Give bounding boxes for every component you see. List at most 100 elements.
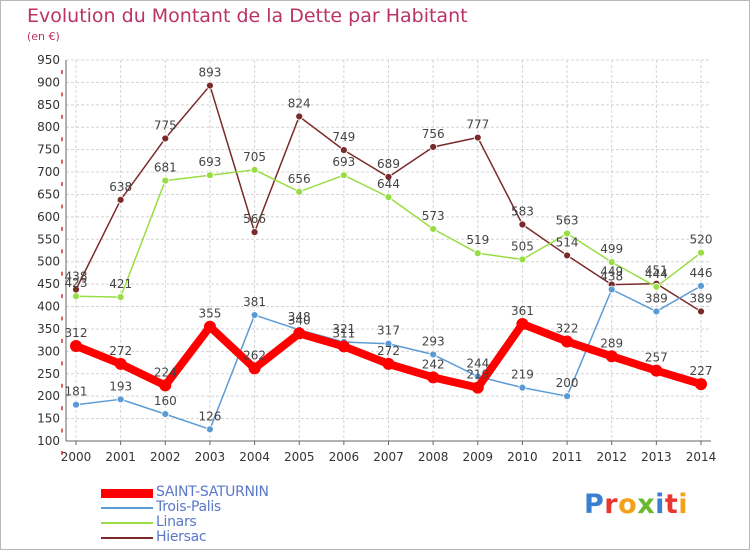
data-label: 262: [243, 348, 266, 362]
data-point: [563, 392, 571, 401]
logo-letter: r: [604, 489, 619, 520]
data-label: 693: [332, 155, 355, 169]
data-label: 242: [422, 357, 445, 371]
data-point: [206, 171, 214, 180]
data-label: 312: [65, 326, 88, 340]
chart-title: Evolution du Montant de la Dette par Hab…: [27, 5, 468, 27]
y-tick-label: 850: [37, 98, 60, 112]
data-label: 563: [556, 213, 579, 227]
x-tick-label: 2000: [61, 450, 92, 464]
y-tick-label: 350: [37, 322, 60, 336]
data-label: 311: [332, 326, 355, 340]
data-label: 293: [422, 334, 445, 348]
data-label: 438: [65, 269, 88, 283]
logo-letter: P: [584, 489, 605, 520]
data-label: 705: [243, 150, 266, 164]
x-tick-label: 2014: [686, 450, 717, 464]
data-label: 444: [645, 267, 668, 281]
x-tick-label: 2004: [239, 450, 270, 464]
data-point: [607, 258, 616, 267]
chart-unit: (en €): [27, 30, 60, 43]
data-point: [250, 311, 259, 319]
x-tick-label: 2005: [284, 450, 315, 464]
logo-letter: t: [664, 489, 679, 520]
data-point: [516, 318, 529, 331]
data-label: 423: [65, 276, 88, 290]
y-tick-label: 750: [37, 143, 60, 157]
y-tick-label: 800: [37, 120, 60, 134]
data-point: [116, 293, 125, 302]
data-label: 126: [198, 409, 221, 423]
data-point: [161, 134, 170, 143]
data-label: 317: [377, 324, 400, 338]
data-point: [697, 282, 705, 290]
x-tick-label: 2012: [596, 450, 627, 464]
data-point: [563, 251, 571, 260]
data-point: [561, 335, 574, 348]
data-point: [248, 362, 261, 375]
x-tick-label: 2009: [463, 450, 494, 464]
data-label: 893: [198, 66, 221, 80]
data-point: [652, 282, 661, 291]
data-label: 200: [556, 376, 579, 390]
data-point: [384, 339, 393, 348]
data-label: 257: [645, 351, 668, 365]
data-point: [384, 193, 393, 202]
data-point: [429, 143, 438, 151]
data-point: [339, 146, 348, 154]
data-point: [339, 171, 348, 180]
y-tick-label: 150: [37, 412, 60, 426]
data-label: 777: [466, 118, 489, 132]
data-point: [70, 339, 82, 352]
logo-letter: x: [637, 489, 656, 520]
data-label: 749: [332, 130, 355, 144]
data-label: 693: [198, 155, 221, 169]
data-label: 499: [600, 242, 623, 256]
data-label: 583: [511, 205, 534, 219]
data-label: 824: [288, 96, 311, 110]
data-label: 389: [690, 291, 713, 305]
data-label: 355: [198, 307, 221, 321]
data-label: 421: [109, 277, 132, 291]
data-point: [250, 165, 259, 174]
legend-label: Linars: [156, 514, 197, 530]
y-tick-label: 400: [37, 300, 60, 314]
data-point: [429, 350, 438, 359]
data-label: 566: [243, 212, 266, 226]
data-label: 340: [288, 313, 311, 327]
data-point: [652, 307, 661, 316]
data-label: 449: [600, 265, 623, 279]
data-label: 181: [65, 385, 88, 399]
legend-swatch: [101, 507, 153, 509]
data-label: 451: [645, 264, 668, 278]
data-point: [206, 81, 214, 90]
legend-swatch: [101, 537, 153, 539]
data-point: [518, 383, 527, 392]
data-label: 244: [466, 356, 489, 370]
legend-label: SAINT-SATURNIN: [156, 484, 269, 500]
x-tick-label: 2011: [552, 450, 583, 464]
data-label: 322: [556, 321, 579, 335]
data-point: [116, 195, 125, 204]
data-label: 519: [466, 233, 489, 247]
legend-label: Trois-Palis: [156, 499, 221, 515]
y-tick-label: 300: [37, 344, 60, 358]
data-point: [697, 307, 705, 316]
x-tick-label: 2001: [105, 450, 136, 464]
data-label: 656: [288, 172, 311, 186]
data-point: [159, 379, 172, 392]
data-point: [384, 173, 393, 181]
legend-swatch: [101, 488, 153, 498]
data-label: 381: [243, 295, 266, 309]
data-label: 644: [377, 177, 400, 191]
data-point: [114, 357, 127, 370]
data-point: [650, 364, 663, 377]
data-point: [295, 187, 304, 196]
data-point: [116, 395, 125, 404]
data-label: 520: [690, 233, 713, 247]
data-label: 348: [288, 310, 311, 324]
data-point: [206, 425, 214, 434]
data-label: 389: [645, 291, 668, 305]
data-point: [563, 229, 571, 238]
